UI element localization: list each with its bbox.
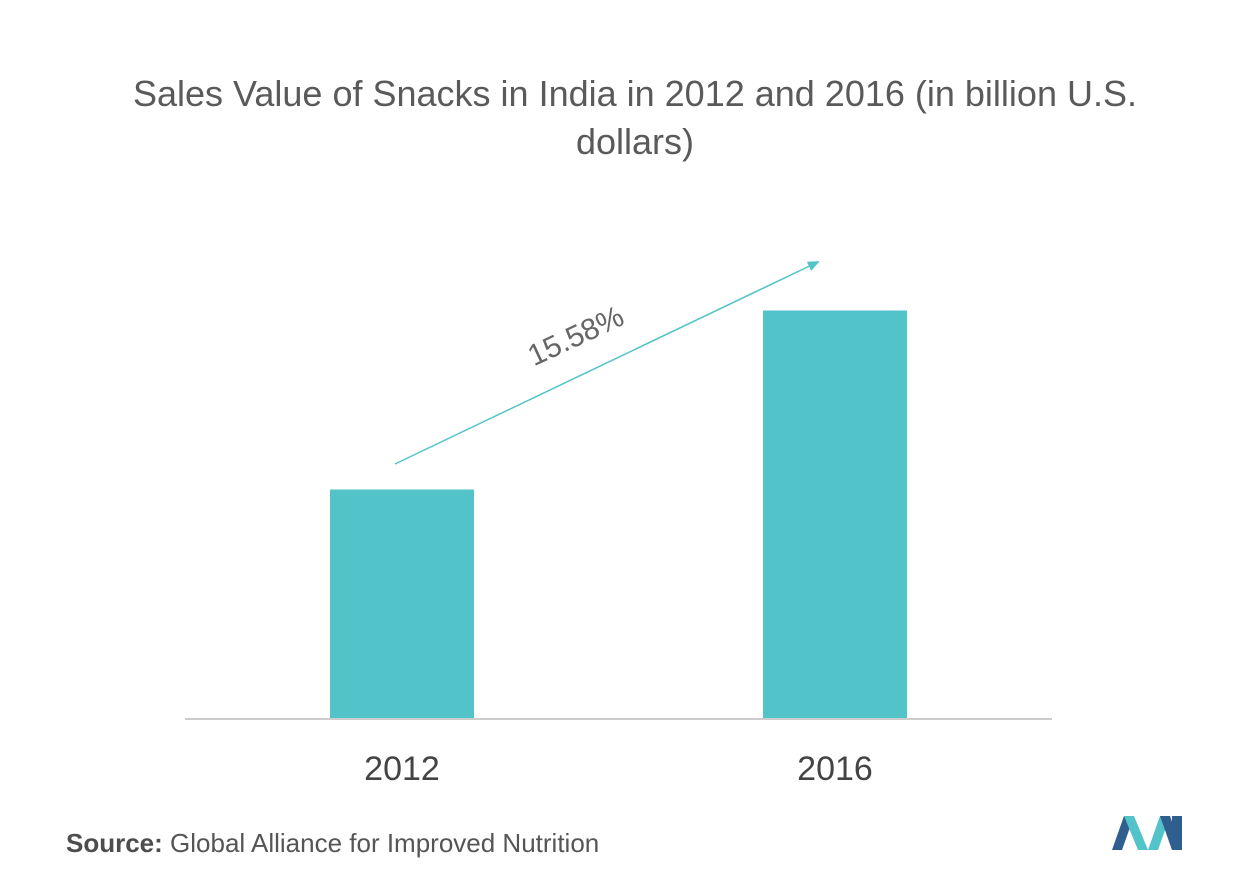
source-note: Source: Global Alliance for Improved Nut…: [66, 828, 599, 859]
source-label: Source:: [66, 828, 163, 858]
bar-2016: [763, 310, 907, 719]
source-text: Global Alliance for Improved Nutrition: [170, 828, 600, 858]
x-tick-label-2012: 2012: [364, 750, 440, 788]
company-logo: [1112, 816, 1182, 850]
growth-label: 15.58%: [523, 300, 629, 373]
bar-2012: [330, 489, 474, 719]
x-tick-label-2016: 2016: [797, 750, 873, 788]
growth-arrow: [394, 261, 820, 465]
chart-title: Sales Value of Snacks in India in 2012 a…: [133, 73, 1137, 162]
